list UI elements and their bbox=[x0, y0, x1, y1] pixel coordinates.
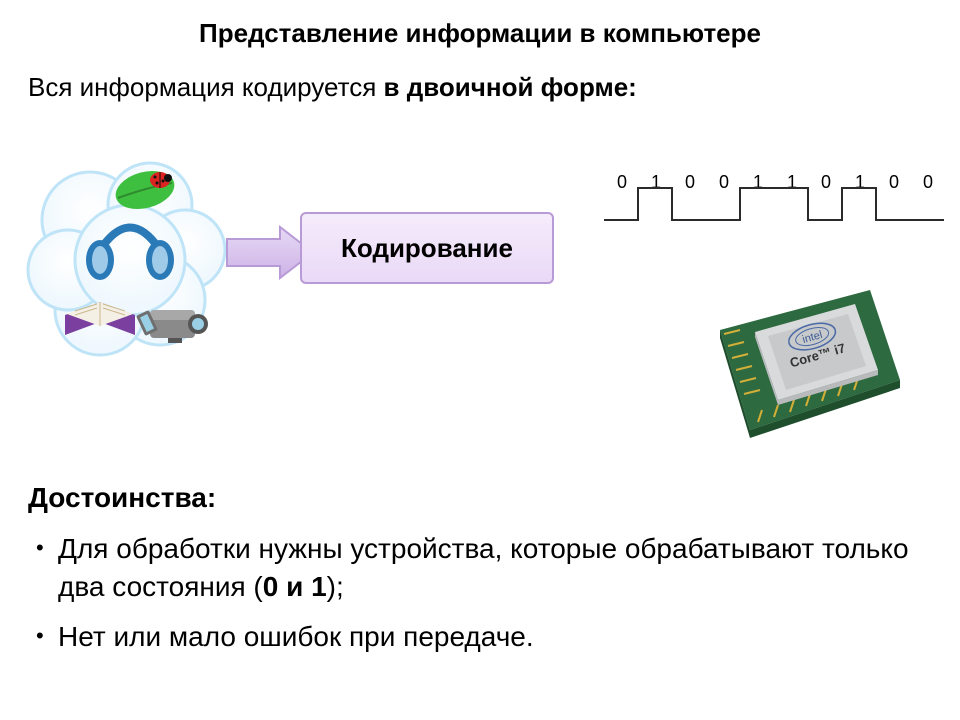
advantages-title-text: Достоинства: bbox=[28, 482, 216, 513]
signal-path bbox=[604, 188, 944, 220]
subtitle-bold: в двоичной форме: bbox=[384, 72, 637, 102]
digital-signal bbox=[600, 170, 960, 230]
advantage-bold: 0 и 1 bbox=[263, 571, 327, 602]
media-cloud bbox=[20, 150, 240, 370]
advantages-title: Достоинства: bbox=[28, 482, 216, 514]
advantage-item: Нет или мало ошибок при передаче. bbox=[28, 618, 928, 656]
encoding-label: Кодирование bbox=[341, 233, 513, 264]
advantages-list: Для обработки нужны устройства, которые … bbox=[28, 530, 928, 667]
advantage-text: ); bbox=[327, 571, 344, 602]
encoding-box: Кодирование bbox=[300, 212, 554, 284]
page-title: Представление информации в компьютере bbox=[0, 18, 960, 49]
advantage-text: Для обработки нужны устройства, которые … bbox=[58, 533, 909, 602]
subtitle: Вся информация кодируется в двоичной фор… bbox=[28, 72, 637, 103]
slide-root: Представление информации в компьютере Вс… bbox=[0, 0, 960, 720]
cpu-chip: intel Core™ i7 bbox=[700, 270, 910, 440]
advantage-item: Для обработки нужны устройства, которые … bbox=[28, 530, 928, 606]
subtitle-plain: Вся информация кодируется bbox=[28, 72, 384, 102]
advantage-text: Нет или мало ошибок при передаче. bbox=[58, 621, 534, 652]
cloud-svg bbox=[20, 150, 240, 370]
